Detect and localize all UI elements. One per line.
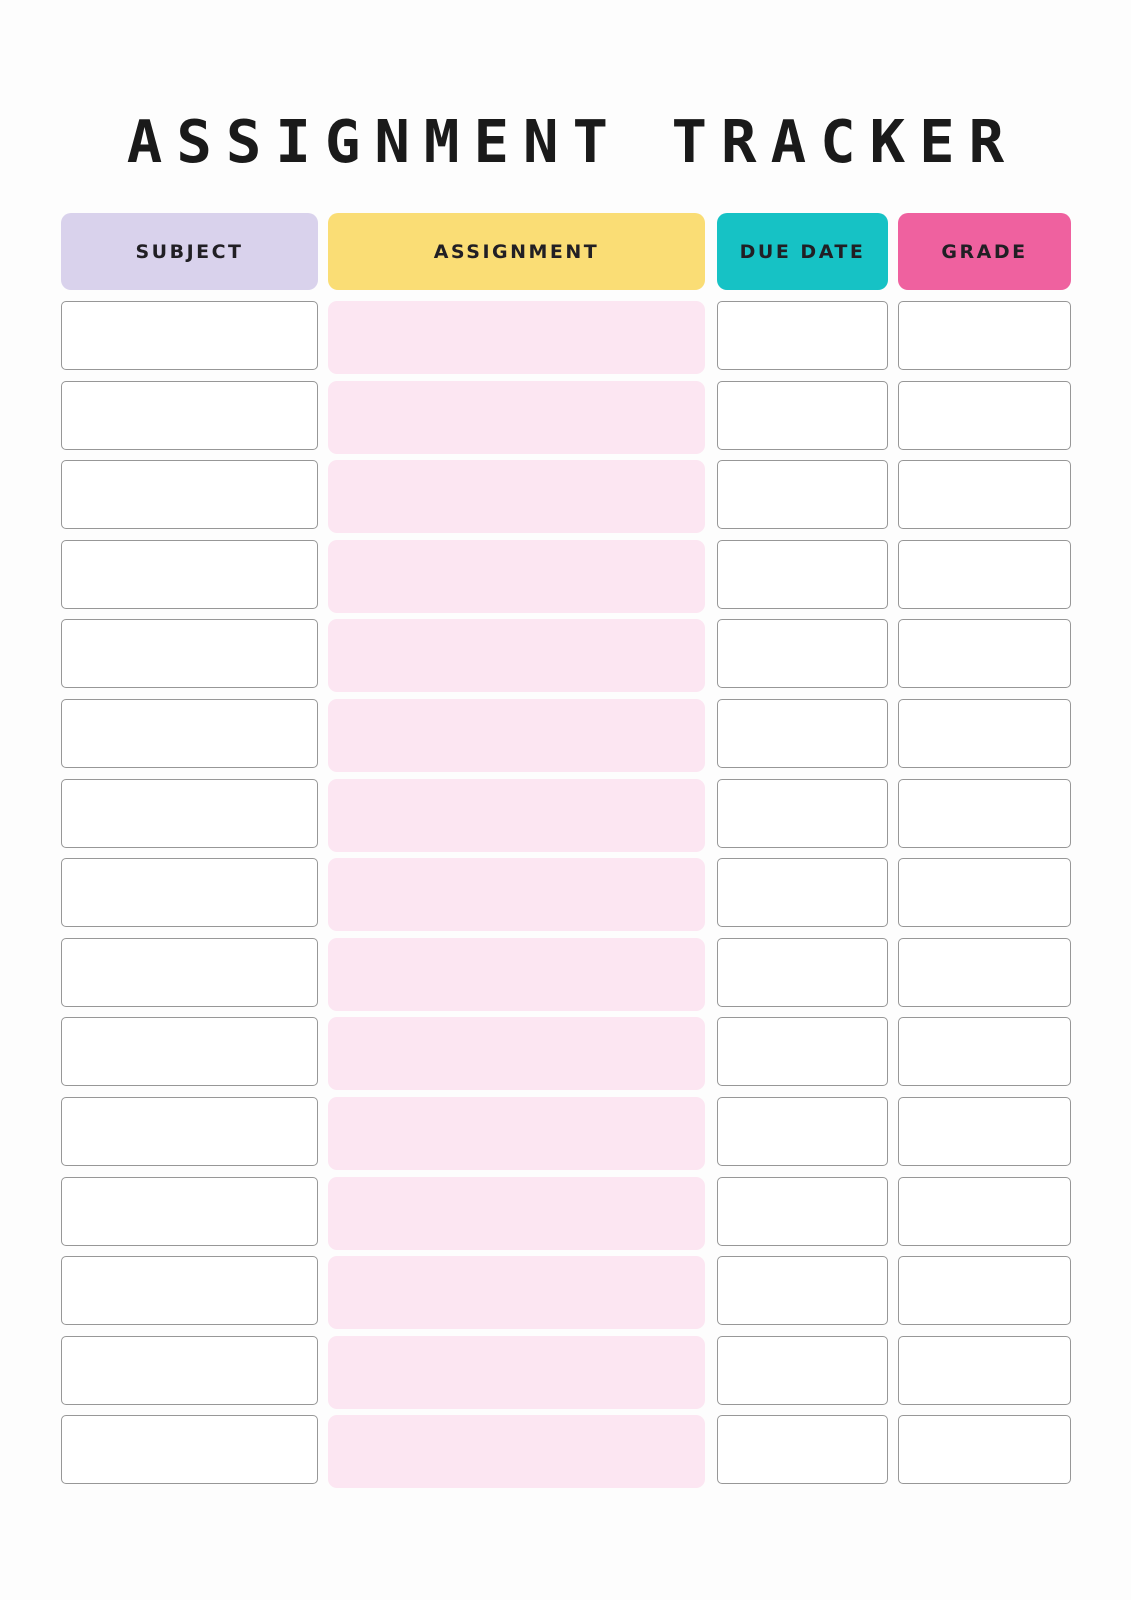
assignment-cell[interactable] bbox=[328, 1176, 705, 1250]
assignment-cell[interactable] bbox=[328, 460, 705, 534]
grade-cell[interactable] bbox=[898, 858, 1071, 928]
grade-cell[interactable] bbox=[898, 1335, 1071, 1405]
subject-cell[interactable] bbox=[61, 1335, 318, 1405]
due-date-cell[interactable] bbox=[717, 937, 888, 1007]
grade-cell[interactable] bbox=[898, 539, 1071, 609]
subject-cell[interactable] bbox=[61, 1017, 318, 1087]
table-row bbox=[61, 301, 1071, 374]
table-row bbox=[61, 698, 1071, 772]
grade-cell[interactable] bbox=[898, 1256, 1071, 1326]
column-header-assignment: ASSIGNMENT bbox=[328, 213, 705, 290]
grade-cell[interactable] bbox=[898, 619, 1071, 689]
assignment-cell[interactable] bbox=[328, 698, 705, 772]
subject-cell[interactable] bbox=[61, 778, 318, 848]
table-row bbox=[61, 1335, 1071, 1409]
table-row bbox=[61, 778, 1071, 852]
table-row bbox=[61, 1096, 1071, 1170]
subject-cell[interactable] bbox=[61, 1256, 318, 1326]
grade-cell[interactable] bbox=[898, 1415, 1071, 1485]
table-body bbox=[61, 301, 1071, 1489]
due-date-cell[interactable] bbox=[717, 778, 888, 848]
assignment-cell[interactable] bbox=[328, 1256, 705, 1330]
due-date-cell[interactable] bbox=[717, 1256, 888, 1326]
table-row bbox=[61, 858, 1071, 932]
table-row bbox=[61, 1415, 1071, 1489]
grade-cell[interactable] bbox=[898, 1096, 1071, 1166]
column-header-subject: SUBJECT bbox=[61, 213, 318, 290]
page-title: ASSIGNMENT TRACKER bbox=[126, 107, 1019, 176]
grade-cell[interactable] bbox=[898, 1176, 1071, 1246]
due-date-cell[interactable] bbox=[717, 1096, 888, 1166]
subject-cell[interactable] bbox=[61, 698, 318, 768]
column-header-grade: GRADE bbox=[898, 213, 1071, 290]
assignment-cell[interactable] bbox=[328, 858, 705, 932]
table-row bbox=[61, 619, 1071, 693]
subject-cell[interactable] bbox=[61, 1415, 318, 1485]
table-row bbox=[61, 1176, 1071, 1250]
subject-cell[interactable] bbox=[61, 460, 318, 530]
assignment-cell[interactable] bbox=[328, 380, 705, 454]
due-date-cell[interactable] bbox=[717, 301, 888, 370]
due-date-cell[interactable] bbox=[717, 460, 888, 530]
due-date-cell[interactable] bbox=[717, 1017, 888, 1087]
table-row bbox=[61, 937, 1071, 1011]
assignment-cell[interactable] bbox=[328, 778, 705, 852]
due-date-cell[interactable] bbox=[717, 380, 888, 450]
subject-cell[interactable] bbox=[61, 380, 318, 450]
due-date-cell[interactable] bbox=[717, 619, 888, 689]
grade-cell[interactable] bbox=[898, 937, 1071, 1007]
due-date-cell[interactable] bbox=[717, 858, 888, 928]
assignment-cell[interactable] bbox=[328, 619, 705, 693]
subject-cell[interactable] bbox=[61, 619, 318, 689]
due-date-cell[interactable] bbox=[717, 1415, 888, 1485]
table-row bbox=[61, 1256, 1071, 1330]
grade-cell[interactable] bbox=[898, 380, 1071, 450]
assignment-cell[interactable] bbox=[328, 1096, 705, 1170]
due-date-cell[interactable] bbox=[717, 539, 888, 609]
assignment-cell[interactable] bbox=[328, 301, 705, 374]
due-date-cell[interactable] bbox=[717, 1335, 888, 1405]
table-row bbox=[61, 539, 1071, 613]
assignment-cell[interactable] bbox=[328, 539, 705, 613]
subject-cell[interactable] bbox=[61, 1096, 318, 1166]
table-header-row: SUBJECT ASSIGNMENT DUE DATE GRADE bbox=[61, 213, 1071, 290]
assignment-cell[interactable] bbox=[328, 937, 705, 1011]
subject-cell[interactable] bbox=[61, 539, 318, 609]
subject-cell[interactable] bbox=[61, 858, 318, 928]
table-row bbox=[61, 380, 1071, 454]
table-row bbox=[61, 460, 1071, 534]
grade-cell[interactable] bbox=[898, 698, 1071, 768]
assignment-cell[interactable] bbox=[328, 1335, 705, 1409]
column-header-due-date: DUE DATE bbox=[717, 213, 888, 290]
subject-cell[interactable] bbox=[61, 301, 318, 370]
grade-cell[interactable] bbox=[898, 1017, 1071, 1087]
subject-cell[interactable] bbox=[61, 937, 318, 1007]
due-date-cell[interactable] bbox=[717, 698, 888, 768]
assignment-cell[interactable] bbox=[328, 1415, 705, 1489]
subject-cell[interactable] bbox=[61, 1176, 318, 1246]
due-date-cell[interactable] bbox=[717, 1176, 888, 1246]
table-row bbox=[61, 1017, 1071, 1091]
grade-cell[interactable] bbox=[898, 460, 1071, 530]
grade-cell[interactable] bbox=[898, 778, 1071, 848]
assignment-cell[interactable] bbox=[328, 1017, 705, 1091]
grade-cell[interactable] bbox=[898, 301, 1071, 370]
